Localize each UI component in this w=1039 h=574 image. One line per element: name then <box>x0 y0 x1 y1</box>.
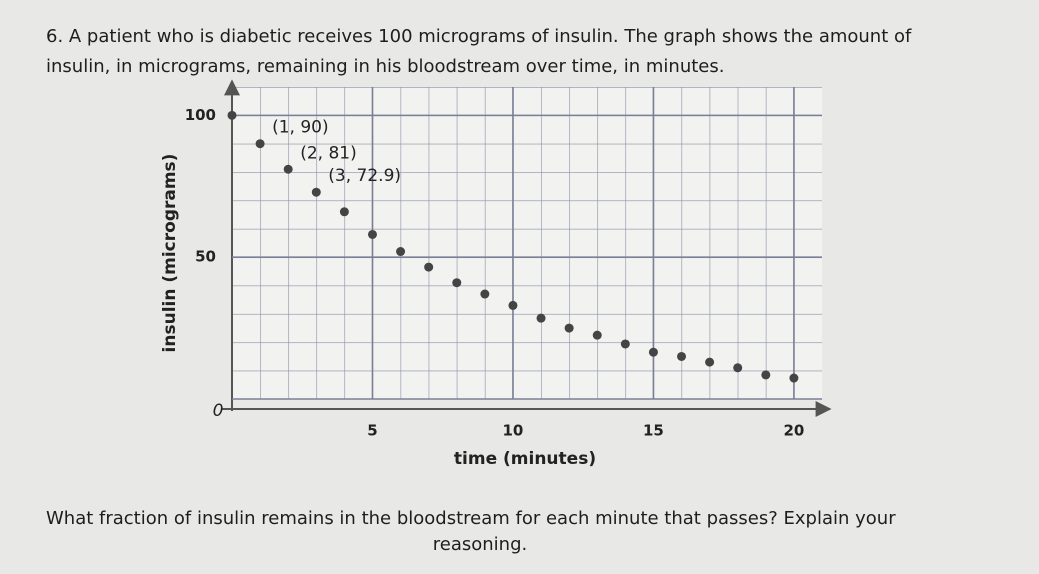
x-tick-label: 15 <box>643 422 664 440</box>
y-tick-label: 0 <box>213 401 224 421</box>
data-point <box>677 351 687 361</box>
annotation: (1, 90) <box>272 118 329 138</box>
data-point <box>592 330 602 340</box>
y-tick-label: 50 <box>195 248 216 266</box>
data-point <box>255 139 265 149</box>
data-point <box>733 363 743 373</box>
data-point <box>424 262 434 272</box>
data-point <box>283 164 293 174</box>
data-point <box>620 339 630 349</box>
minor-grid <box>232 87 822 399</box>
x-tick-label: 20 <box>783 422 804 440</box>
x-tick-label: 10 <box>503 422 524 440</box>
data-point <box>452 278 462 288</box>
data-point <box>508 300 518 310</box>
question-line: insulin, in micrograms, remaining in his… <box>46 56 725 77</box>
annotation: (2, 81) <box>300 143 357 163</box>
data-point <box>705 357 715 367</box>
x-axis-label: time (minutes) <box>454 449 596 469</box>
y-tick-label: 100 <box>185 106 216 124</box>
question-line: 6. A patient who is diabetic receives 10… <box>46 26 912 47</box>
prompt-line: What fraction of insulin remains in the … <box>46 508 896 529</box>
data-point <box>396 247 406 257</box>
data-point <box>367 229 377 239</box>
data-point <box>564 323 574 333</box>
data-point <box>536 313 546 323</box>
data-point <box>480 289 490 299</box>
data-point <box>648 347 658 357</box>
prompt-line: reasoning. <box>432 534 528 555</box>
data-point <box>339 207 349 217</box>
annotation: (3, 72.9) <box>328 166 401 186</box>
x-tick-label: 5 <box>367 422 377 440</box>
data-point <box>761 370 771 380</box>
data-point <box>311 187 321 197</box>
y-axis-label: insulin (micrograms) <box>160 154 180 353</box>
data-point <box>789 373 799 383</box>
data-point <box>227 110 237 120</box>
